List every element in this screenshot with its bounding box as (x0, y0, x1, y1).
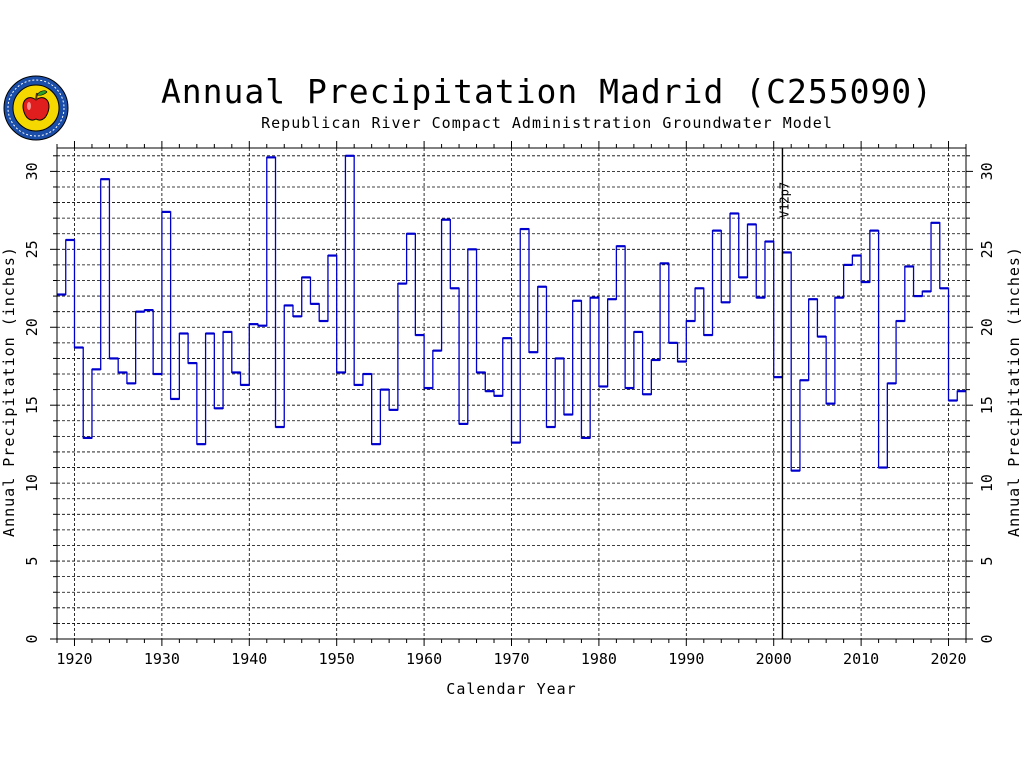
x-tick-label: 1940 (231, 650, 267, 668)
y-tick-label-right: 0 (978, 634, 996, 643)
y-tick-label-right: 5 (978, 557, 996, 566)
x-tick-label: 1970 (493, 650, 529, 668)
ticks (50, 141, 973, 646)
x-tick-label: 1990 (668, 650, 704, 668)
grid (57, 148, 966, 639)
y-tick-label-left: 20 (23, 318, 41, 336)
y-tick-label-right: 15 (978, 396, 996, 414)
y-tick-label-right: 10 (978, 474, 996, 492)
series-layer (57, 154, 966, 472)
tick-labels: 1920 1930 1940 1950 1960 1970 1980 1990 2000 2010… (23, 162, 996, 668)
x-tick-label: 1920 (56, 650, 92, 668)
x-axis-title: Calendar Year (446, 680, 576, 698)
y-tick-label-left: 5 (23, 557, 41, 566)
x-tick-label: 2010 (843, 650, 879, 668)
y-tick-label-left: 10 (23, 474, 41, 492)
chart-title: Annual Precipitation Madrid (C255090) (160, 72, 934, 111)
chart-subtitle: Republican River Compact Administration … (261, 114, 833, 132)
x-tick-label: 1950 (319, 650, 355, 668)
y-tick-label-left: 15 (23, 396, 41, 414)
y-tick-label-right: 20 (978, 318, 996, 336)
logo (2, 74, 70, 147)
apple-seal-icon (3, 75, 69, 141)
x-tick-label: 1980 (581, 650, 617, 668)
x-tick-label: 2000 (756, 650, 792, 668)
x-tick-label: 1960 (406, 650, 442, 668)
y-tick-label-left: 30 (23, 162, 41, 180)
x-tick-label: 1930 (144, 650, 180, 668)
y-tick-label-right: 30 (978, 162, 996, 180)
y-tick-label-right: 25 (978, 240, 996, 258)
y-tick-label-left: 25 (23, 240, 41, 258)
x-tick-label: 2020 (930, 650, 966, 668)
y-tick-label-left: 0 (23, 634, 41, 643)
version-annotation: V12p7 (777, 182, 791, 218)
y-axis-title-left: Annual Precipitation (inches) (0, 246, 18, 537)
y-axis-title-right: Annual Precipitation (inches) (1005, 246, 1023, 537)
